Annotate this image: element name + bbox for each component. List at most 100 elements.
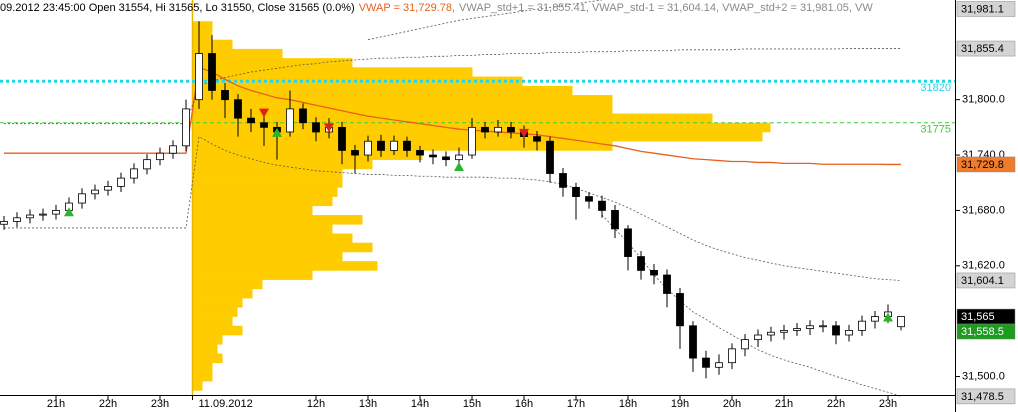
price-tag-label: 31,729.8 [961, 159, 1004, 171]
volume-profile-bar [192, 335, 223, 345]
volume-profile-bar [192, 307, 238, 317]
candle-body [13, 217, 21, 222]
volume-profile-bar [192, 353, 223, 363]
candle-body [104, 186, 112, 191]
candle-body [78, 193, 86, 204]
candle-body [338, 126, 346, 151]
price-tag-label: 31,558.5 [961, 326, 1004, 338]
candle-body [299, 108, 307, 124]
x-tick-label: 19h [671, 398, 689, 410]
overlay-line [601, 214, 902, 397]
level-label: 31775 [920, 124, 951, 136]
header: 09.2012 23:45:00 Open 31554, Hi 31565, L… [0, 2, 873, 14]
candle-body [845, 329, 853, 336]
candle-body [91, 189, 99, 195]
candle-body [442, 156, 450, 161]
candle-body [819, 325, 827, 328]
volume-profile-bar [192, 325, 243, 336]
y-tick-label: 31,620.0 [962, 260, 1005, 272]
x-tick-label: 11.09.2012 [199, 398, 253, 410]
price-tag-label: 31,981.1 [961, 3, 1004, 15]
volume-profile-bar [192, 298, 243, 308]
volume-profile-bar [192, 150, 423, 160]
candle-body [26, 214, 34, 219]
candle-body [286, 108, 294, 133]
candle-body [676, 293, 684, 327]
candle-body [702, 357, 710, 368]
candle-body [0, 221, 8, 225]
candle-body [494, 126, 502, 133]
price-tag-box [956, 156, 1016, 173]
price-tag-box [956, 323, 1016, 340]
plot-area: 31820 31775 [0, 0, 955, 397]
candle-body [754, 334, 762, 341]
overlay-line [4, 48, 901, 125]
candle-body [546, 140, 554, 174]
volume-profile-bar [192, 251, 343, 262]
candle-body [572, 186, 580, 197]
volume-profile-bar [192, 104, 613, 114]
candle-body [481, 126, 489, 133]
volume-profile-bar [192, 159, 373, 170]
volume-profile-bar [192, 85, 573, 96]
volume-profile-bar [192, 67, 473, 77]
price-tag-box [956, 272, 1016, 289]
candle-body [429, 154, 437, 158]
candle-body [377, 140, 385, 151]
x-tick-label: 23h [151, 398, 169, 410]
candle-body [598, 200, 606, 211]
candle-body [208, 53, 216, 91]
volume-profile-bar [192, 215, 363, 225]
candle-body [156, 152, 164, 161]
y-tick-label: 31,500.0 [962, 370, 1005, 382]
candle-body [533, 136, 541, 142]
candle-body [403, 140, 411, 151]
volume-profile-bar [192, 381, 203, 391]
signal-marker [454, 162, 464, 172]
volume-profile-bar [192, 196, 333, 207]
x-tick-label: 14h [411, 398, 429, 410]
candle-body [728, 348, 736, 364]
candle-body [468, 126, 476, 156]
candle-body [39, 213, 47, 216]
price-tag-label: 31,855.4 [961, 43, 1004, 55]
candle-body [416, 150, 424, 156]
volume-profile-bar [192, 76, 523, 87]
volume-profile-bar [192, 279, 263, 290]
candle-body [52, 210, 60, 215]
candle-body [858, 320, 866, 331]
candle-body [507, 126, 515, 133]
header-part: 09.2012 23:45:00 Open 31554, Hi 31565, L… [0, 2, 355, 14]
candle-body [221, 90, 229, 101]
price-tag-box [956, 1, 1016, 17]
candle-body [455, 154, 463, 161]
volume-profile-bar [192, 270, 313, 280]
candle-body [234, 99, 242, 119]
candle-body [715, 362, 723, 368]
volume-profile-bar [192, 58, 353, 68]
volume-profile-bar [192, 21, 213, 31]
x-tick-label: 22h [827, 398, 845, 410]
candle-body [247, 117, 255, 124]
volume-profile-bar [192, 261, 378, 271]
candle-body [143, 159, 151, 170]
level-label: 31820 [920, 82, 951, 94]
candle-body [312, 122, 320, 133]
candle-body [390, 140, 398, 151]
signal-marker [324, 123, 334, 133]
signal-marker [272, 127, 282, 137]
y-tick-label: 31,800.0 [962, 94, 1005, 106]
volume-profile-bar [192, 288, 253, 299]
signal-marker [883, 312, 893, 322]
overlay-line [4, 135, 902, 281]
price-tag-label: 31,478.5 [961, 391, 1004, 403]
volume-profile-bar [192, 113, 713, 124]
candle-body [364, 140, 372, 156]
header-part: VWAP_std+1 = 31,855.41, VWAP_std-1 = 31,… [459, 2, 873, 14]
candle-body [611, 210, 619, 230]
x-tick-label: 20h [723, 398, 741, 410]
volume-profile-bar [192, 168, 343, 179]
candle-body [637, 256, 645, 271]
